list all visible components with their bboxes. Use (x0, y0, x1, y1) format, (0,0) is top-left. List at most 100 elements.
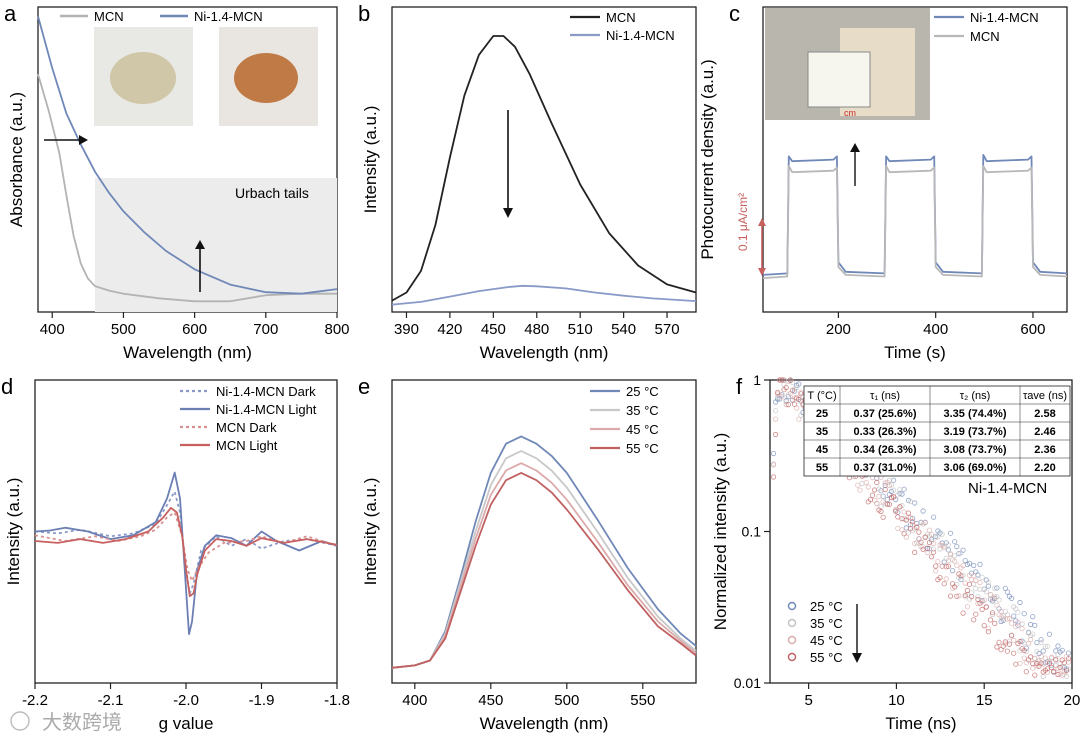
data-point (781, 381, 787, 388)
legend-marker (787, 652, 797, 662)
data-point (1044, 643, 1051, 650)
data-point (977, 579, 983, 586)
data-point (1008, 633, 1015, 639)
x-tick-label: -1.9 (249, 692, 275, 709)
data-point (994, 644, 1000, 650)
series-line (37, 15, 338, 295)
data-point (859, 480, 865, 487)
data-point (1004, 648, 1011, 654)
y-axis-label: Absorbance (a.u.) (7, 92, 26, 227)
data-point (1028, 654, 1034, 660)
series-line (762, 164, 1068, 279)
data-point (1011, 613, 1017, 619)
series-line (391, 435, 697, 669)
data-point (975, 593, 981, 600)
x-tick-label: 540 (611, 321, 636, 338)
data-point (909, 521, 916, 528)
legend-label: 45 °C (626, 422, 659, 437)
data-point (947, 530, 954, 536)
data-point (1017, 599, 1023, 606)
x-tick-label: 450 (478, 692, 503, 709)
x-tick-label: 420 (437, 321, 462, 338)
data-point (886, 482, 893, 489)
data-point (949, 581, 956, 587)
data-point (901, 531, 907, 537)
panel-letter: e (358, 374, 370, 399)
data-point (857, 487, 863, 493)
legend-label: MCN (606, 10, 636, 25)
data-point (890, 494, 897, 500)
legend-label: Ni-1.4-MCN (606, 28, 675, 43)
data-point (930, 546, 937, 552)
data-point (783, 384, 789, 391)
series-line (34, 506, 338, 597)
panel-letter: c (729, 1, 740, 26)
data-point (960, 562, 966, 569)
table-cell: 2.58 (1034, 408, 1055, 420)
x-tick-label: 510 (568, 321, 593, 338)
data-point (979, 606, 985, 613)
data-point (922, 520, 928, 526)
data-point (895, 492, 901, 498)
data-point (962, 592, 968, 598)
scale-bar-head (758, 218, 766, 226)
data-point (893, 508, 899, 514)
data-point (928, 554, 935, 560)
data-point (905, 530, 912, 536)
series-line (391, 471, 697, 669)
data-point (871, 497, 878, 503)
data-point (789, 387, 796, 393)
legend-marker (787, 601, 797, 611)
data-point (779, 377, 785, 383)
data-point (977, 600, 983, 606)
data-point (907, 514, 914, 521)
panel-a: a 400 500 600 700 800 Wavelength (nm) Absorbanc… (4, 1, 350, 362)
legend-label: 25 °C (626, 384, 659, 399)
data-point (1017, 660, 1023, 666)
data-point (1019, 625, 1025, 632)
series-line (391, 462, 697, 669)
data-point (935, 534, 941, 540)
data-point (1021, 647, 1027, 654)
panel-b: b 390 420 450 480 510 540 570 Wavelength (nm) Int… (358, 1, 697, 362)
data-point (796, 416, 802, 422)
legend-label: 35 °C (626, 403, 659, 418)
data-point (867, 497, 874, 503)
scale-bar-label: 0.1 μA/cm² (736, 193, 750, 251)
data-point (772, 416, 779, 422)
data-point (1063, 667, 1070, 674)
legend-marker (787, 635, 797, 645)
table-cell: 55 (816, 462, 828, 474)
data-point (890, 477, 897, 483)
data-point (935, 558, 941, 565)
data-point (994, 585, 1000, 591)
legend-label: Ni-1.4-MCN Dark (216, 384, 316, 399)
plot-frame (34, 379, 338, 684)
data-point (992, 620, 998, 627)
x-tick-label: 10 (888, 692, 905, 709)
data-point (783, 401, 789, 408)
legend-label: MCN (94, 9, 124, 24)
y-axis-label: Intensity (a.u.) (4, 478, 23, 586)
data-point (952, 558, 958, 564)
table-header: τave (ns) (1023, 390, 1067, 402)
data-point (973, 585, 979, 592)
data-point (1032, 622, 1038, 629)
data-point (895, 525, 901, 531)
data-point (1011, 637, 1017, 644)
data-point (1038, 639, 1044, 646)
data-point (1032, 672, 1038, 678)
data-point (947, 593, 954, 599)
data-point (996, 639, 1002, 645)
data-point (987, 591, 994, 598)
data-point (871, 487, 878, 493)
table-cell: 2.20 (1034, 462, 1055, 474)
data-point (874, 479, 880, 485)
x-tick-label: 200 (826, 321, 851, 338)
data-point (1004, 616, 1011, 622)
legend-label: 25 °C (810, 599, 843, 614)
data-point (775, 389, 781, 396)
plot-frame (391, 6, 697, 313)
y-axis-label: Normalized intensity (a.u.) (711, 433, 730, 630)
sample-label: Ni-1.4-MCN (968, 480, 1047, 497)
